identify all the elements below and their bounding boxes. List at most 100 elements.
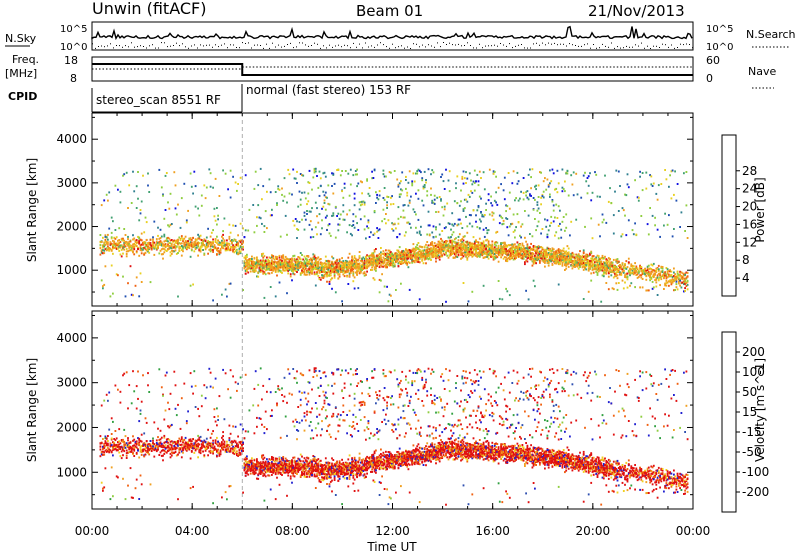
power-cell [437,240,440,243]
power-cell [129,265,132,268]
power-cell [157,234,159,237]
power-cell [398,193,401,196]
power-cell [535,251,537,254]
power-cell [472,209,475,212]
power-cell [207,245,209,248]
power-cell [359,180,362,183]
power-cell [317,260,320,263]
power-cell [175,239,178,242]
power-cell [363,258,366,260]
power-cell [316,207,318,210]
power-cell [535,246,537,249]
power-cell [390,262,392,265]
power-cell [432,251,435,254]
power-cell [377,260,380,263]
power-cell [440,176,442,178]
power-cell [536,209,539,212]
power-cell [267,272,270,275]
nsearch-dot [560,43,561,45]
nsearch-dot [677,47,678,48]
power-cell [132,250,134,253]
power-cell [296,237,298,239]
nsearch-dot [494,44,495,46]
power-cell [526,243,529,246]
power-cell [516,246,519,249]
power-cell [560,253,563,256]
power-cell [357,267,360,270]
power-cell [348,263,351,266]
power-cell [108,191,111,194]
power-cell [450,236,452,239]
power-cell [273,268,276,271]
power-cell [362,268,365,270]
power-cell [349,267,352,270]
power-cell [184,235,187,238]
nsearch-dot [134,46,135,48]
power-cell [437,243,440,246]
power-cell [511,182,514,185]
power-cell [341,270,343,273]
power-cell [177,295,179,298]
power-cell [402,253,405,256]
power-cell [343,266,346,269]
power-cell [430,187,432,190]
power-cell [296,271,298,273]
power-cell [539,246,541,249]
power-cell [253,268,256,271]
power-cell [301,269,303,272]
power-cell [372,277,375,280]
power-cell [552,256,555,259]
power-cell [461,227,464,229]
power-cell [99,241,102,244]
power-cell [301,174,303,177]
power-cell [219,243,222,246]
nsearch-dot [92,43,93,45]
power-cell [316,271,318,274]
power-cell [328,274,331,277]
power-cell [342,263,345,266]
power-cell [308,267,311,270]
power-cell [123,242,126,244]
power-cell [561,220,564,223]
power-cell [392,260,395,262]
power-cell [540,196,542,199]
power-cell [337,272,340,275]
power-cell [238,252,241,255]
power-cell [359,271,362,274]
power-cell [160,253,163,256]
power-cell [301,191,303,194]
power-cell [408,249,411,251]
power-cell [179,226,182,229]
power-cell [376,196,378,199]
power-cell [470,246,472,249]
power-cell [167,240,169,243]
power-cell [550,257,553,260]
power-cell [344,170,347,172]
power-cell [185,246,188,249]
power-cell [354,260,357,263]
power-cell [341,267,343,270]
power-cell [202,242,204,245]
power-cell [431,244,434,247]
power-cell [319,266,322,269]
power-cell [163,233,166,236]
power-cell [203,239,206,242]
power-cell [105,241,108,243]
nsearch-dot [590,47,591,49]
power-cell [147,247,149,250]
power-cell [259,259,262,262]
power-cell [262,267,265,270]
power-cell [309,257,312,260]
power-cell [236,248,238,251]
power-cell [342,273,345,276]
power-cell [272,267,275,270]
power-cell [349,168,352,171]
nsearch-dot [479,43,480,45]
power-cell [560,257,563,260]
power-cell [160,243,163,246]
power-cell [346,231,348,234]
power-cell [342,218,345,221]
power-cell [495,255,497,258]
freq-trace [92,63,693,76]
power-cell [567,254,570,257]
